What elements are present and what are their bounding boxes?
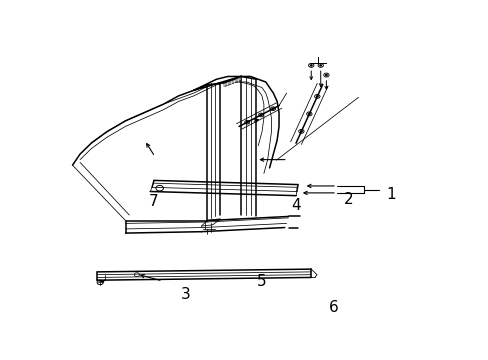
Circle shape xyxy=(246,122,247,123)
Circle shape xyxy=(319,65,321,66)
Circle shape xyxy=(300,131,302,132)
Circle shape xyxy=(325,75,326,76)
Text: 2: 2 xyxy=(344,192,353,207)
Text: 1: 1 xyxy=(385,187,395,202)
Circle shape xyxy=(316,96,317,97)
Circle shape xyxy=(308,113,309,114)
Circle shape xyxy=(272,108,273,109)
Polygon shape xyxy=(224,77,241,87)
Text: 6: 6 xyxy=(328,301,338,315)
Circle shape xyxy=(260,114,262,116)
Circle shape xyxy=(310,65,311,66)
Text: 4: 4 xyxy=(291,198,300,213)
Text: 5: 5 xyxy=(257,274,266,289)
Text: 3: 3 xyxy=(181,287,191,302)
Text: 7: 7 xyxy=(149,194,159,209)
